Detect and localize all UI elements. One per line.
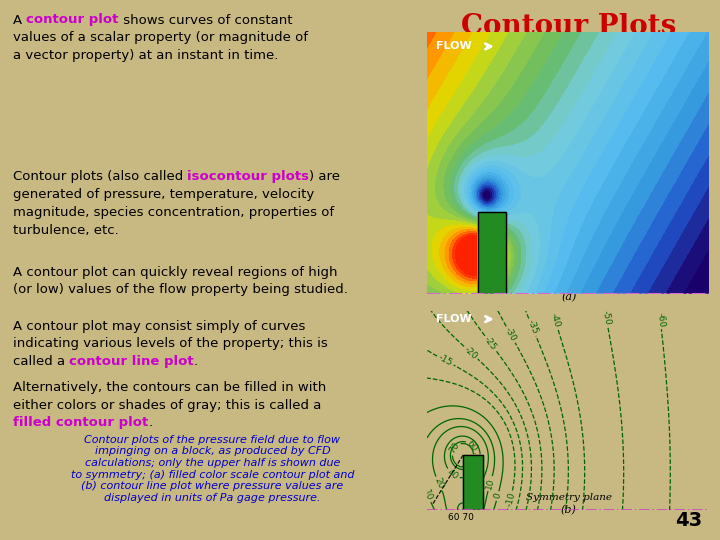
Text: contour plot: contour plot [27, 14, 119, 26]
Text: 40: 40 [446, 467, 460, 481]
Text: Alternatively, the contours can be filled in with: Alternatively, the contours can be fille… [13, 381, 326, 394]
Text: (b): (b) [561, 505, 577, 515]
Text: -10: -10 [504, 491, 517, 508]
Text: values of a scalar property (or magnitude of: values of a scalar property (or magnitud… [13, 31, 308, 44]
Text: -20: -20 [462, 345, 480, 361]
Text: 0: 0 [492, 492, 503, 500]
Text: 10: 10 [485, 477, 496, 490]
Text: indicating various levels of the property; this is: indicating various levels of the propert… [13, 338, 328, 350]
Text: turbulence, etc.: turbulence, etc. [13, 224, 119, 237]
Text: -40: -40 [549, 312, 562, 328]
Text: FLOW: FLOW [436, 314, 472, 324]
Bar [427, 294, 709, 327]
Bar [463, 455, 483, 510]
Bar [478, 212, 506, 294]
Text: 43: 43 [675, 511, 702, 530]
Text: Symmetry plane: Symmetry plane [526, 493, 612, 502]
Text: .: . [148, 416, 153, 429]
Text: -15: -15 [437, 353, 454, 368]
Text: -50: -50 [600, 310, 612, 326]
Text: -25: -25 [482, 335, 498, 352]
Bar [478, 212, 506, 294]
Text: shows curves of constant: shows curves of constant [119, 14, 292, 26]
Text: filled contour plot: filled contour plot [13, 416, 148, 429]
Text: called a: called a [13, 355, 69, 368]
Text: Contour Plots: Contour Plots [462, 14, 676, 40]
Text: 10: 10 [421, 488, 434, 502]
Text: a vector property) at an instant in time.: a vector property) at an instant in time… [13, 49, 279, 62]
Text: A: A [13, 14, 27, 26]
Text: magnitude, species concentration, properties of: magnitude, species concentration, proper… [13, 206, 334, 219]
Text: A contour plot can quickly reveal regions of high: A contour plot can quickly reveal region… [13, 266, 338, 279]
Text: -30: -30 [503, 326, 518, 343]
Text: -35: -35 [526, 319, 539, 336]
Text: either colors or shades of gray; this is called a: either colors or shades of gray; this is… [13, 399, 321, 411]
Text: (a): (a) [561, 292, 577, 302]
Text: ) are: ) are [310, 170, 341, 183]
Text: FLOW: FLOW [436, 42, 472, 51]
Text: Symmetry plane: Symmetry plane [526, 280, 612, 289]
Text: generated of pressure, temperature, velocity: generated of pressure, temperature, velo… [13, 188, 314, 201]
Text: 60 70: 60 70 [449, 514, 474, 522]
Text: 20: 20 [433, 477, 446, 491]
Text: isocontour plots: isocontour plots [187, 170, 310, 183]
Text: contour line plot: contour line plot [69, 355, 194, 368]
Text: Contour plots (also called: Contour plots (also called [13, 170, 187, 183]
Text: A contour plot may consist simply of curves: A contour plot may consist simply of cur… [13, 320, 305, 333]
Text: .: . [194, 355, 198, 368]
Bar [463, 455, 483, 510]
Text: -60: -60 [655, 312, 666, 328]
Text: 60: 60 [465, 439, 480, 454]
Text: 70: 70 [448, 441, 462, 456]
Text: Contour plots of the pressure field due to flow
impinging on a block, as produce: Contour plots of the pressure field due … [71, 435, 354, 503]
Text: (or low) values of the flow property being studied.: (or low) values of the flow property bei… [13, 284, 348, 296]
